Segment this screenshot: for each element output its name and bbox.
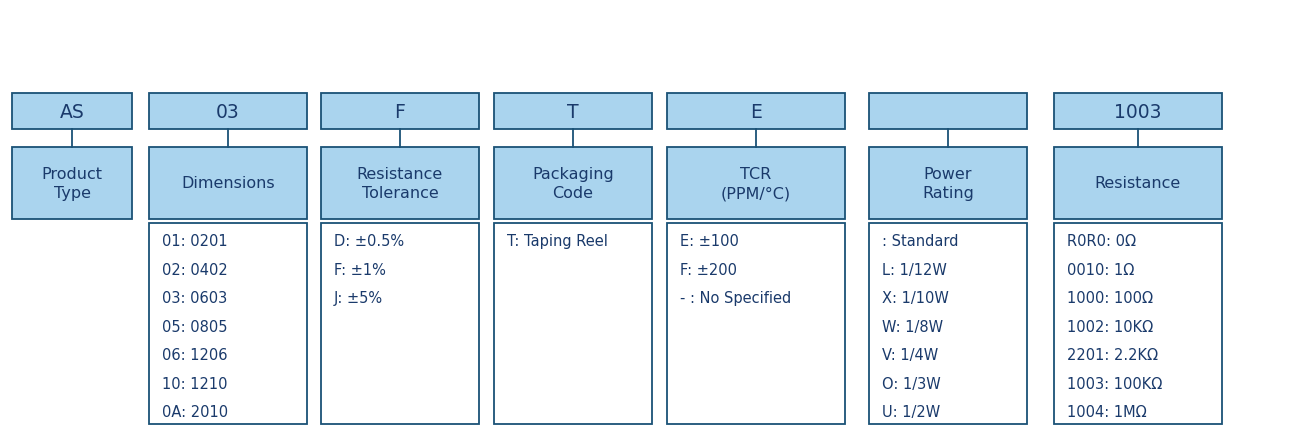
Text: U: 1/2W: U: 1/2W: [881, 404, 940, 419]
Text: - : No Specified: - : No Specified: [680, 291, 792, 305]
FancyBboxPatch shape: [494, 94, 653, 130]
Text: D: ±0.5%: D: ±0.5%: [334, 233, 404, 249]
Text: T: T: [567, 102, 578, 121]
Text: 05: 0805: 05: 0805: [162, 319, 228, 334]
Text: Resistance
Tolerance: Resistance Tolerance: [358, 166, 443, 201]
Text: 1002: 10KΩ: 1002: 10KΩ: [1067, 319, 1153, 334]
Text: : Standard: : Standard: [881, 233, 958, 249]
Text: F: F: [395, 102, 406, 121]
Text: 03: 0603: 03: 0603: [162, 291, 228, 305]
Text: V: 1/4W: V: 1/4W: [881, 347, 939, 362]
Text: R0R0: 0Ω: R0R0: 0Ω: [1067, 233, 1136, 249]
FancyBboxPatch shape: [1054, 94, 1222, 130]
Text: X: 1/10W: X: 1/10W: [881, 291, 949, 305]
Text: TCR
(PPM/°C): TCR (PPM/°C): [722, 166, 792, 201]
Text: 1003: 1003: [1114, 102, 1162, 121]
FancyBboxPatch shape: [12, 94, 133, 130]
FancyBboxPatch shape: [494, 147, 653, 219]
Text: AS: AS: [60, 102, 84, 121]
FancyBboxPatch shape: [1054, 224, 1222, 424]
Text: F: ±1%: F: ±1%: [334, 262, 386, 277]
Text: 2201: 2.2KΩ: 2201: 2.2KΩ: [1067, 347, 1158, 362]
Text: 01: 0201: 01: 0201: [162, 233, 228, 249]
Text: F: ±200: F: ±200: [680, 262, 737, 277]
Text: E: E: [750, 102, 762, 121]
FancyBboxPatch shape: [868, 147, 1027, 219]
FancyBboxPatch shape: [1054, 147, 1222, 219]
Text: 10: 1210: 10: 1210: [162, 376, 228, 391]
FancyBboxPatch shape: [321, 224, 478, 424]
FancyBboxPatch shape: [150, 147, 307, 219]
Text: 06: 1206: 06: 1206: [162, 347, 228, 362]
Text: 1000: 100Ω: 1000: 100Ω: [1067, 291, 1153, 305]
FancyBboxPatch shape: [667, 147, 845, 219]
Text: 0A: 2010: 0A: 2010: [162, 404, 228, 419]
Text: L: 1/12W: L: 1/12W: [881, 262, 946, 277]
FancyBboxPatch shape: [868, 94, 1027, 130]
Text: Packaging
Code: Packaging Code: [532, 166, 614, 201]
Text: 03: 03: [216, 102, 240, 121]
Text: W: 1/8W: W: 1/8W: [881, 319, 942, 334]
Text: 1003: 100KΩ: 1003: 100KΩ: [1067, 376, 1162, 391]
Text: 1004: 1MΩ: 1004: 1MΩ: [1067, 404, 1147, 419]
Text: Dimensions: Dimensions: [181, 176, 274, 191]
FancyBboxPatch shape: [150, 224, 307, 424]
FancyBboxPatch shape: [150, 94, 307, 130]
FancyBboxPatch shape: [321, 94, 478, 130]
Text: 02: 0402: 02: 0402: [162, 262, 228, 277]
Text: E: ±100: E: ±100: [680, 233, 738, 249]
FancyBboxPatch shape: [667, 224, 845, 424]
FancyBboxPatch shape: [868, 224, 1027, 424]
Text: Resistance: Resistance: [1095, 176, 1182, 191]
Text: J: ±5%: J: ±5%: [334, 291, 384, 305]
FancyBboxPatch shape: [667, 94, 845, 130]
Text: Product
Type: Product Type: [42, 166, 103, 201]
Text: T: Taping Reel: T: Taping Reel: [507, 233, 608, 249]
Text: O: 1/3W: O: 1/3W: [881, 376, 941, 391]
Text: Power
Rating: Power Rating: [922, 166, 974, 201]
FancyBboxPatch shape: [321, 147, 478, 219]
FancyBboxPatch shape: [494, 224, 653, 424]
FancyBboxPatch shape: [12, 147, 133, 219]
Text: 0010: 1Ω: 0010: 1Ω: [1067, 262, 1135, 277]
